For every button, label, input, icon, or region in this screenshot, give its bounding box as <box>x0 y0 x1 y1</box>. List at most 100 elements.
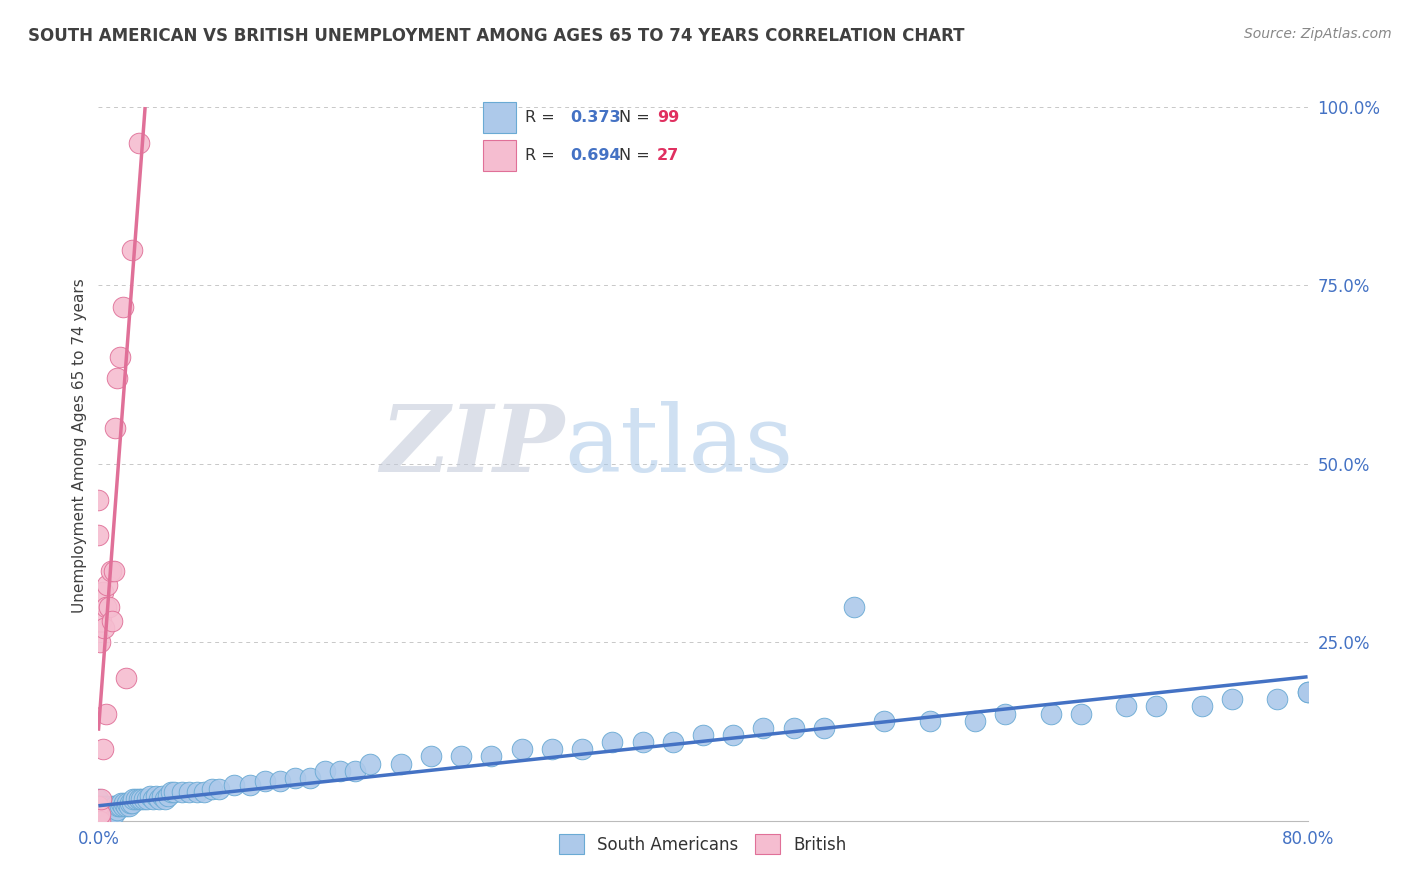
Point <box>284 771 307 785</box>
Point <box>540 742 562 756</box>
Point <box>571 742 593 756</box>
Text: atlas: atlas <box>564 401 793 491</box>
Point <box>1144 699 1167 714</box>
Point <box>87 799 110 814</box>
Text: SOUTH AMERICAN VS BRITISH UNEMPLOYMENT AMONG AGES 65 TO 74 YEARS CORRELATION CHA: SOUTH AMERICAN VS BRITISH UNEMPLOYMENT A… <box>28 27 965 45</box>
Point <box>87 814 110 828</box>
Point <box>98 599 121 614</box>
Point <box>89 806 111 821</box>
Point <box>160 785 183 799</box>
Point <box>111 300 134 314</box>
Point <box>783 721 806 735</box>
Point <box>87 799 110 814</box>
Point <box>90 814 112 828</box>
Point <box>692 728 714 742</box>
Point <box>100 799 122 814</box>
Point <box>89 814 111 828</box>
Point <box>120 796 142 810</box>
Point <box>89 635 111 649</box>
Point <box>96 806 118 821</box>
Point <box>631 735 654 749</box>
Point <box>94 599 117 614</box>
Point <box>94 706 117 721</box>
Point <box>752 721 775 735</box>
Point <box>87 814 110 828</box>
Point <box>873 714 896 728</box>
Point <box>128 136 150 150</box>
Point <box>105 371 128 385</box>
Point <box>1220 692 1243 706</box>
Point <box>111 799 134 814</box>
Point <box>224 778 246 792</box>
Point <box>89 806 111 821</box>
Point <box>91 814 114 828</box>
Text: ZIP: ZIP <box>380 401 564 491</box>
Point <box>91 742 114 756</box>
Point <box>170 785 193 799</box>
Point <box>844 599 866 614</box>
Point <box>122 792 145 806</box>
Point <box>813 721 835 735</box>
Point <box>148 792 170 806</box>
Point <box>201 781 224 796</box>
Point <box>1070 706 1092 721</box>
Point <box>135 792 157 806</box>
Point <box>105 803 128 817</box>
Point <box>104 421 127 435</box>
Point <box>994 706 1017 721</box>
Point <box>723 728 745 742</box>
Point <box>118 799 141 814</box>
Point <box>239 778 262 792</box>
Point <box>90 614 112 628</box>
Point <box>360 756 382 771</box>
Text: Source: ZipAtlas.com: Source: ZipAtlas.com <box>1244 27 1392 41</box>
Point <box>115 796 138 810</box>
Point <box>94 799 117 814</box>
Point <box>87 814 110 828</box>
Legend: South Americans, British: South Americans, British <box>553 828 853 861</box>
Point <box>110 796 132 810</box>
Point <box>87 806 110 821</box>
Point <box>153 792 176 806</box>
Point <box>101 614 124 628</box>
Point <box>510 742 533 756</box>
Point <box>186 785 208 799</box>
Point <box>139 789 162 803</box>
Point <box>193 785 215 799</box>
Point <box>132 792 155 806</box>
Point <box>89 814 111 828</box>
Point <box>93 803 115 817</box>
Point <box>87 806 110 821</box>
Point <box>103 806 125 821</box>
Point <box>965 714 987 728</box>
Point <box>100 803 122 817</box>
Point <box>420 749 443 764</box>
Point <box>314 764 336 778</box>
Point <box>87 814 110 828</box>
Point <box>96 799 118 814</box>
Point <box>1039 706 1062 721</box>
Point <box>91 799 114 814</box>
Point <box>179 785 201 799</box>
Point <box>98 806 121 821</box>
Point <box>208 781 231 796</box>
Point <box>129 792 152 806</box>
Point <box>450 749 472 764</box>
Point <box>150 789 173 803</box>
Point <box>114 799 136 814</box>
Point <box>96 578 118 592</box>
Point <box>103 564 125 578</box>
Point <box>253 774 276 789</box>
Point <box>269 774 291 789</box>
Point <box>329 764 352 778</box>
Point <box>93 806 115 821</box>
Point <box>91 585 114 599</box>
Point <box>481 749 503 764</box>
Point <box>1296 685 1319 699</box>
Point <box>1115 699 1137 714</box>
Point <box>1191 699 1213 714</box>
Point <box>389 756 412 771</box>
Point <box>90 792 112 806</box>
Point <box>299 771 322 785</box>
Point <box>89 799 111 814</box>
